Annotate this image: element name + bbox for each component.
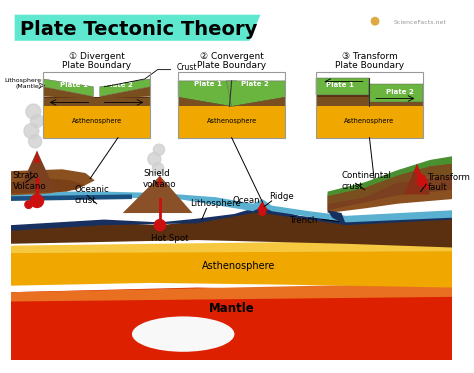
Circle shape	[24, 123, 39, 138]
Polygon shape	[34, 151, 40, 163]
Text: Ocean: Ocean	[233, 197, 260, 206]
Circle shape	[154, 144, 164, 155]
Ellipse shape	[132, 316, 235, 352]
Polygon shape	[18, 151, 55, 192]
Bar	[178, 72, 285, 138]
Text: Lithosphere
(Mantle): Lithosphere (Mantle)	[4, 78, 41, 89]
Polygon shape	[404, 164, 430, 194]
Text: Strato
Volcano: Strato Volcano	[13, 171, 46, 191]
Circle shape	[30, 194, 44, 207]
Polygon shape	[178, 97, 232, 106]
Circle shape	[25, 201, 32, 209]
Polygon shape	[43, 87, 93, 98]
Polygon shape	[11, 240, 452, 253]
Polygon shape	[232, 97, 285, 106]
Polygon shape	[11, 194, 132, 201]
Text: Hot Spot: Hot Spot	[151, 235, 188, 244]
Circle shape	[28, 135, 42, 148]
Polygon shape	[11, 192, 452, 222]
Polygon shape	[11, 244, 452, 288]
Polygon shape	[328, 156, 452, 196]
Polygon shape	[316, 106, 423, 138]
Polygon shape	[11, 283, 452, 301]
Circle shape	[155, 220, 165, 231]
Text: ScienceFacts.net: ScienceFacts.net	[394, 20, 447, 25]
Polygon shape	[414, 164, 420, 173]
Polygon shape	[123, 176, 192, 213]
Polygon shape	[178, 81, 237, 106]
Polygon shape	[11, 288, 452, 360]
Text: Plate 1: Plate 1	[326, 82, 354, 88]
Polygon shape	[11, 204, 452, 231]
Text: Plate 2: Plate 2	[385, 89, 413, 95]
Circle shape	[30, 115, 44, 127]
Polygon shape	[43, 79, 93, 97]
Polygon shape	[100, 87, 150, 98]
Polygon shape	[178, 97, 285, 106]
Text: Continental
crust: Continental crust	[341, 171, 392, 191]
Text: Crust: Crust	[176, 63, 197, 72]
Text: Oceanic
crust: Oceanic crust	[74, 185, 109, 204]
Polygon shape	[328, 210, 346, 225]
Text: Lithosphere: Lithosphere	[190, 199, 240, 208]
Text: Plate 1: Plate 1	[194, 81, 222, 87]
Polygon shape	[316, 97, 423, 106]
Text: Plate Boundary: Plate Boundary	[197, 61, 266, 70]
Polygon shape	[100, 79, 150, 97]
Polygon shape	[43, 106, 150, 138]
Bar	[316, 72, 423, 138]
Circle shape	[148, 153, 161, 166]
Polygon shape	[15, 15, 261, 41]
Polygon shape	[226, 81, 285, 106]
Circle shape	[153, 163, 164, 174]
Polygon shape	[316, 78, 369, 95]
Polygon shape	[11, 206, 452, 248]
Text: Asthenosphere: Asthenosphere	[202, 261, 276, 271]
Text: ③ Transform: ③ Transform	[342, 52, 397, 61]
Text: Asthenosphere: Asthenosphere	[207, 118, 257, 124]
Bar	[43, 72, 150, 138]
Polygon shape	[178, 106, 285, 138]
Polygon shape	[257, 201, 268, 210]
Polygon shape	[328, 176, 452, 210]
Text: Plate 2: Plate 2	[241, 81, 269, 87]
Circle shape	[259, 209, 265, 215]
Polygon shape	[43, 98, 150, 106]
Text: Asthenosphere: Asthenosphere	[344, 118, 394, 124]
Text: Trench: Trench	[290, 216, 318, 225]
Text: Ridge: Ridge	[269, 192, 293, 201]
Polygon shape	[157, 176, 163, 185]
Circle shape	[371, 18, 379, 25]
Polygon shape	[417, 171, 430, 190]
Polygon shape	[369, 95, 423, 102]
Text: ② Convergent: ② Convergent	[200, 52, 264, 61]
Polygon shape	[11, 169, 95, 195]
Text: Plate Boundary: Plate Boundary	[335, 61, 404, 70]
Polygon shape	[316, 95, 423, 97]
Text: Plate 1: Plate 1	[60, 82, 88, 88]
Text: ① Divergent: ① Divergent	[69, 52, 125, 61]
Text: Shield
volcano: Shield volcano	[143, 169, 177, 189]
Polygon shape	[43, 97, 150, 98]
Polygon shape	[328, 160, 452, 213]
Text: Plate Tectonic Theory: Plate Tectonic Theory	[20, 20, 257, 39]
Polygon shape	[11, 179, 85, 194]
Text: Plate Boundary: Plate Boundary	[62, 61, 131, 70]
Text: Transform
fault: Transform fault	[428, 173, 471, 192]
Circle shape	[26, 104, 41, 119]
Text: Plate 2: Plate 2	[105, 82, 133, 88]
Polygon shape	[369, 84, 423, 102]
Polygon shape	[328, 164, 452, 204]
Text: Mantle: Mantle	[209, 303, 255, 316]
Text: Asthenosphere: Asthenosphere	[72, 118, 122, 124]
